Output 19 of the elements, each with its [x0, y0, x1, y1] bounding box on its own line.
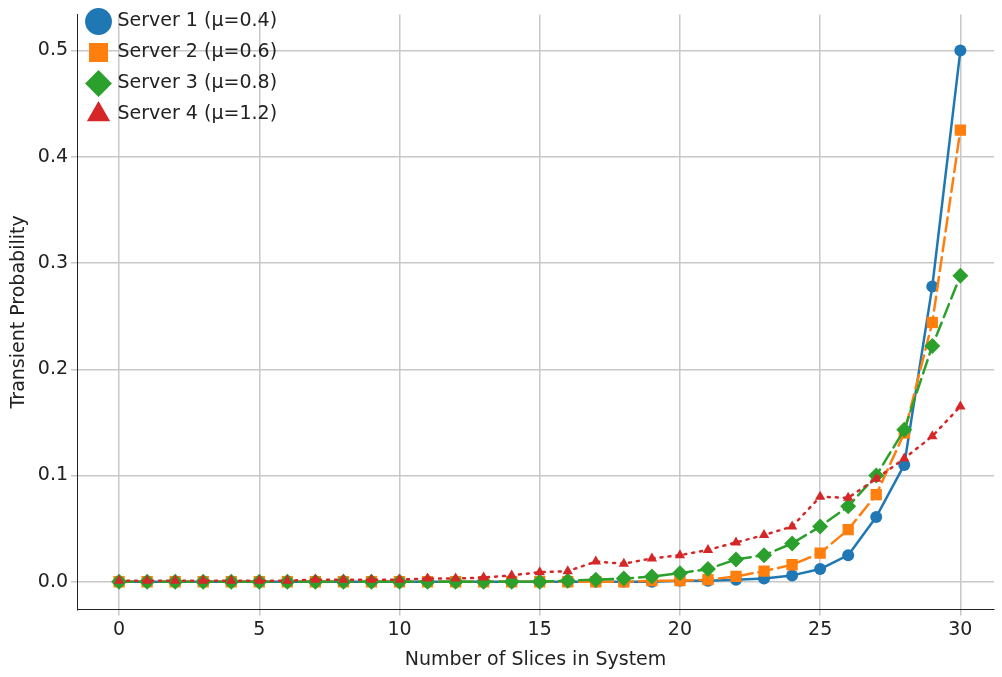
y-tick-label: 0.0: [37, 568, 69, 591]
x-tick-label: 10: [387, 616, 412, 639]
legend-label: Server 3 (μ=0.8): [117, 70, 278, 93]
x-tick-label: 20: [667, 616, 693, 639]
y-tick-label: 0.3: [37, 249, 69, 272]
x-tick-label: 5: [253, 616, 266, 639]
x-tick-label: 15: [527, 616, 552, 639]
y-tick-label: 0.1: [37, 462, 69, 485]
legend-label: Server 1 (μ=0.4): [117, 8, 278, 31]
x-axis-title: Number of Slices in System: [404, 646, 667, 669]
x-tick-label: 30: [948, 616, 973, 639]
y-tick-label: 0.5: [37, 37, 69, 60]
y-axis-title: Transient Probability: [6, 215, 29, 410]
y-tick-label: 0.2: [37, 356, 69, 379]
x-tick-label: 0: [113, 616, 126, 639]
legend-label: Server 2 (μ=0.6): [117, 39, 278, 62]
y-tick-label: 0.4: [37, 143, 69, 166]
x-tick-label: 25: [808, 616, 833, 639]
legend-label: Server 4 (μ=1.2): [117, 101, 278, 124]
